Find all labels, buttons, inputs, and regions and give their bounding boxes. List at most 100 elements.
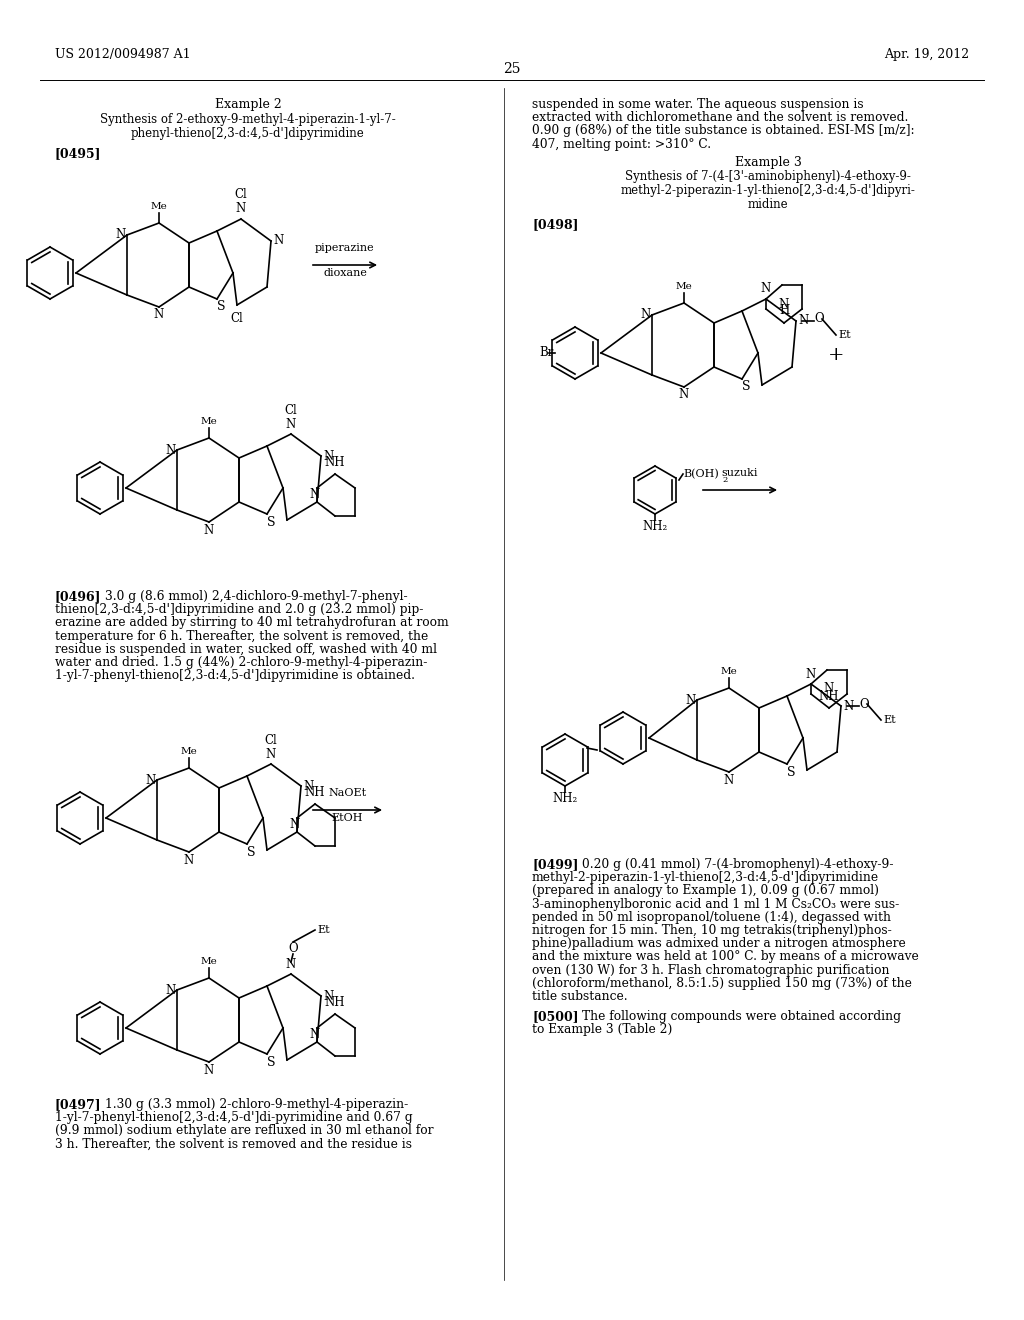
Text: N: N <box>324 990 334 1002</box>
Text: Cl: Cl <box>285 404 297 417</box>
Text: temperature for 6 h. Thereafter, the solvent is removed, the: temperature for 6 h. Thereafter, the sol… <box>55 630 428 643</box>
Text: Et: Et <box>838 330 851 341</box>
Text: 3 h. Thereafter, the solvent is removed and the residue is: 3 h. Thereafter, the solvent is removed … <box>55 1138 412 1151</box>
Text: Cl: Cl <box>230 313 244 326</box>
Text: suspended in some water. The aqueous suspension is: suspended in some water. The aqueous sus… <box>532 98 863 111</box>
Text: The following compounds were obtained according: The following compounds were obtained ac… <box>582 1010 901 1023</box>
Text: N: N <box>679 388 689 401</box>
Text: N: N <box>761 282 771 296</box>
Text: N: N <box>154 309 164 322</box>
Text: Et: Et <box>883 715 896 725</box>
Text: B(OH): B(OH) <box>683 469 719 479</box>
Text: N: N <box>806 668 816 681</box>
Text: N: N <box>145 774 156 787</box>
Text: Me: Me <box>201 417 217 426</box>
Text: methyl-2-piperazin-1-yl-thieno[2,3-d:4,5-d']dipyrimidine: methyl-2-piperazin-1-yl-thieno[2,3-d:4,5… <box>532 871 880 884</box>
Text: N: N <box>166 983 176 997</box>
Text: Synthesis of 2-ethoxy-9-methyl-4-piperazin-1-yl-7-: Synthesis of 2-ethoxy-9-methyl-4-piperaz… <box>100 114 396 125</box>
Text: S: S <box>741 380 751 393</box>
Text: 0.90 g (68%) of the title substance is obtained. ESI-MS [m/z]:: 0.90 g (68%) of the title substance is o… <box>532 124 914 137</box>
Text: NH: NH <box>325 995 345 1008</box>
Text: and the mixture was held at 100° C. by means of a microwave: and the mixture was held at 100° C. by m… <box>532 950 919 964</box>
Text: [0500]: [0500] <box>532 1010 579 1023</box>
Text: N: N <box>204 1064 214 1077</box>
Text: (chloroform/methanol, 8.5:1.5) supplied 150 mg (73%) of the: (chloroform/methanol, 8.5:1.5) supplied … <box>532 977 912 990</box>
Text: residue is suspended in water, sucked off, washed with 40 ml: residue is suspended in water, sucked of… <box>55 643 437 656</box>
Text: Synthesis of 7-(4-[3'-aminobiphenyl)-4-ethoxy-9-: Synthesis of 7-(4-[3'-aminobiphenyl)-4-e… <box>625 170 911 183</box>
Text: N: N <box>686 693 696 706</box>
Text: O: O <box>814 313 823 326</box>
Text: O: O <box>288 941 298 954</box>
Text: Example 3: Example 3 <box>734 156 802 169</box>
Text: 3-aminophenylboronic acid and 1 ml 1 M Cs₂CO₃ were sus-: 3-aminophenylboronic acid and 1 ml 1 M C… <box>532 898 899 911</box>
Text: H: H <box>779 305 790 318</box>
Text: N: N <box>266 747 276 760</box>
Text: 407, melting point: >310° C.: 407, melting point: >310° C. <box>532 137 711 150</box>
Text: [0497]: [0497] <box>55 1098 101 1111</box>
Text: NH: NH <box>325 455 345 469</box>
Text: N: N <box>304 780 314 792</box>
Text: suzuki: suzuki <box>722 469 758 478</box>
Text: +: + <box>827 346 844 364</box>
Text: N: N <box>324 450 334 462</box>
Text: S: S <box>786 766 796 779</box>
Text: Me: Me <box>676 282 692 290</box>
Text: 3.0 g (8.6 mmol) 2,4-dichloro-9-methyl-7-phenyl-: 3.0 g (8.6 mmol) 2,4-dichloro-9-methyl-7… <box>105 590 408 603</box>
Text: N: N <box>116 228 126 242</box>
Text: N: N <box>724 774 734 787</box>
Text: N: N <box>290 818 300 832</box>
Text: N: N <box>166 444 176 457</box>
Text: 1-yl-7-phenyl-thieno[2,3-d:4,5-d']dipyrimidine is obtained.: 1-yl-7-phenyl-thieno[2,3-d:4,5-d']dipyri… <box>55 669 415 682</box>
Text: N: N <box>236 202 246 215</box>
Text: 2: 2 <box>722 477 727 484</box>
Text: midine: midine <box>748 198 788 211</box>
Text: Et: Et <box>317 925 330 935</box>
Text: Br: Br <box>540 346 554 359</box>
Text: N: N <box>273 235 284 248</box>
Text: EtOH: EtOH <box>332 813 364 822</box>
Text: [0495]: [0495] <box>55 147 101 160</box>
Text: 25: 25 <box>503 62 521 77</box>
Text: S: S <box>266 1056 275 1068</box>
Text: pended in 50 ml isopropanol/toluene (1:4), degassed with: pended in 50 ml isopropanol/toluene (1:4… <box>532 911 891 924</box>
Text: (9.9 mmol) sodium ethylate are refluxed in 30 ml ethanol for: (9.9 mmol) sodium ethylate are refluxed … <box>55 1125 433 1138</box>
Text: N: N <box>310 488 321 502</box>
Text: erazine are added by stirring to 40 ml tetrahydrofuran at room: erazine are added by stirring to 40 ml t… <box>55 616 449 630</box>
Text: N: N <box>844 700 854 713</box>
Text: N: N <box>799 314 809 327</box>
Text: dioxane: dioxane <box>323 268 367 279</box>
Text: N: N <box>641 309 651 322</box>
Text: Me: Me <box>180 747 198 756</box>
Text: Me: Me <box>201 957 217 966</box>
Text: Cl: Cl <box>264 734 278 747</box>
Text: NH₂: NH₂ <box>552 792 578 804</box>
Text: (prepared in analogy to Example 1), 0.09 g (0.67 mmol): (prepared in analogy to Example 1), 0.09… <box>532 884 879 898</box>
Text: N: N <box>310 1028 321 1041</box>
Text: [0496]: [0496] <box>55 590 101 603</box>
Text: 1-yl-7-phenyl-thieno[2,3-d:4,5-d']di-pyrimidine and 0.67 g: 1-yl-7-phenyl-thieno[2,3-d:4,5-d']di-pyr… <box>55 1111 413 1125</box>
Text: N: N <box>286 417 296 430</box>
Text: N: N <box>779 297 790 310</box>
Text: nitrogen for 15 min. Then, 10 mg tetrakis(triphenyl)phos-: nitrogen for 15 min. Then, 10 mg tetraki… <box>532 924 892 937</box>
Text: Me: Me <box>721 667 737 676</box>
Text: Apr. 19, 2012: Apr. 19, 2012 <box>884 48 969 61</box>
Text: O: O <box>859 697 868 710</box>
Text: Example 2: Example 2 <box>215 98 282 111</box>
Text: NaOEt: NaOEt <box>329 788 367 799</box>
Text: N: N <box>184 854 195 866</box>
Text: [0499]: [0499] <box>532 858 579 871</box>
Text: title substance.: title substance. <box>532 990 628 1003</box>
Text: 0.20 g (0.41 mmol) 7-(4-bromophenyl)-4-ethoxy-9-: 0.20 g (0.41 mmol) 7-(4-bromophenyl)-4-e… <box>582 858 894 871</box>
Text: Cl: Cl <box>234 189 248 202</box>
Text: US 2012/0094987 A1: US 2012/0094987 A1 <box>55 48 190 61</box>
Text: S: S <box>266 516 275 528</box>
Text: NH: NH <box>819 689 840 702</box>
Text: Me: Me <box>151 202 167 211</box>
Text: N: N <box>286 957 296 970</box>
Text: NH₂: NH₂ <box>642 520 668 532</box>
Text: 1.30 g (3.3 mmol) 2-chloro-9-methyl-4-piperazin-: 1.30 g (3.3 mmol) 2-chloro-9-methyl-4-pi… <box>105 1098 409 1111</box>
Text: NH: NH <box>305 785 326 799</box>
Text: phenyl-thieno[2,3-d:4,5-d']dipyrimidine: phenyl-thieno[2,3-d:4,5-d']dipyrimidine <box>131 127 365 140</box>
Text: S: S <box>217 301 225 314</box>
Text: N: N <box>204 524 214 536</box>
